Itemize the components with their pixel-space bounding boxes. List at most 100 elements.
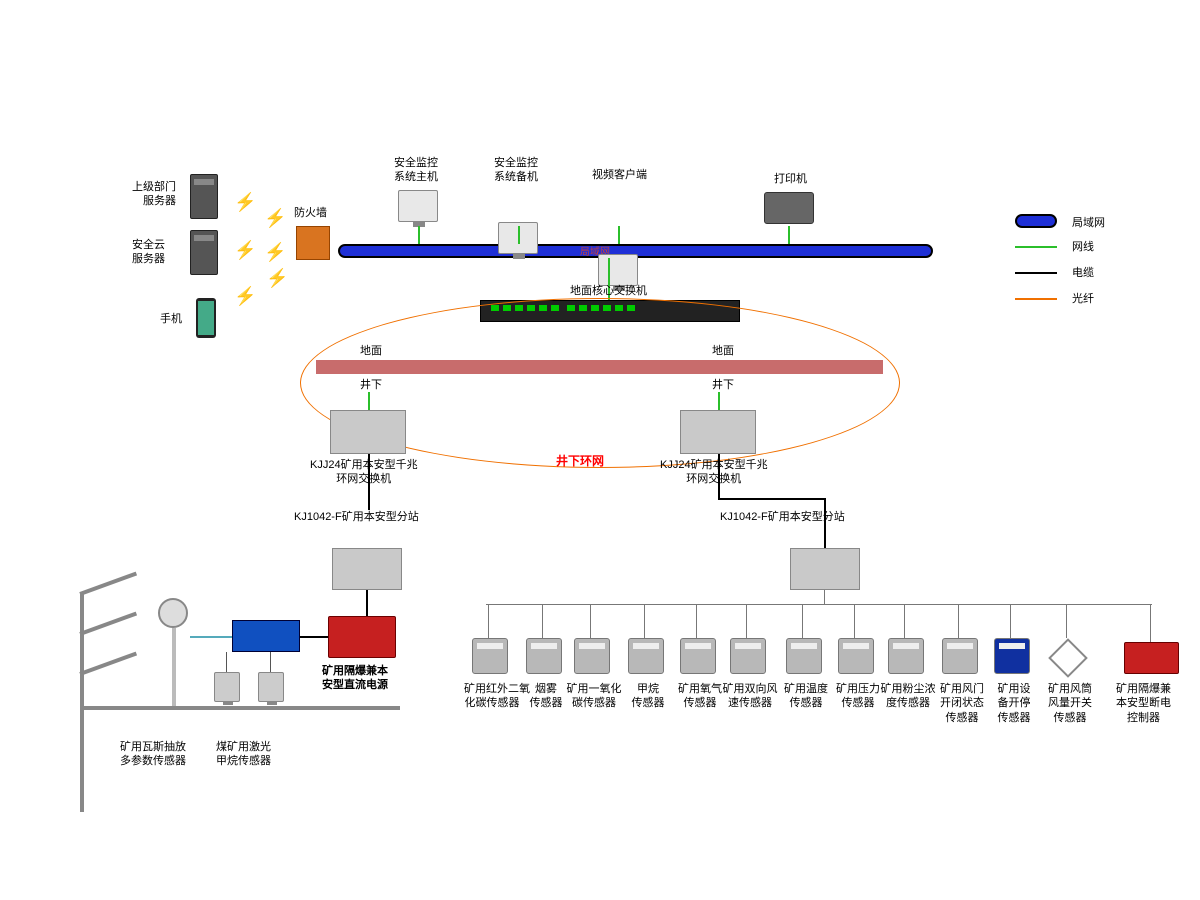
breaker-controller-label: 矿用隔爆兼 本安型断电 控制器 xyxy=(1116,682,1171,725)
sensor-s4-icon xyxy=(628,638,664,674)
cable-line xyxy=(300,636,328,638)
wire xyxy=(590,604,591,638)
net-line xyxy=(418,226,420,244)
wire xyxy=(542,604,543,638)
sensor-s11-label: 矿用设 备开停 传感器 xyxy=(986,682,1042,725)
sensor-s5-icon xyxy=(680,638,716,674)
sensor-s9-icon xyxy=(888,638,924,674)
bolt-icon: ⚡ xyxy=(234,240,256,261)
core-switch-label: 地面核心交换机 xyxy=(570,284,647,298)
under-label-l: 井下 xyxy=(360,378,382,392)
bolt-icon: ⚡ xyxy=(234,286,256,307)
sensor-s6-label: 矿用双向风 速传感器 xyxy=(722,682,778,711)
pipe xyxy=(80,592,84,812)
under-label-r: 井下 xyxy=(712,378,734,392)
legend-lan-label: 局域网 xyxy=(1072,216,1105,230)
wire xyxy=(904,604,905,638)
cable-line xyxy=(366,590,368,616)
net-line xyxy=(518,226,520,244)
sensor-s1-icon xyxy=(472,638,508,674)
legend-fiber-swatch xyxy=(1015,298,1057,300)
printer-icon xyxy=(764,192,814,224)
legend-fiber-label: 光纤 xyxy=(1072,292,1094,306)
phone-label: 手机 xyxy=(160,312,182,326)
backup-label: 安全监控 系统备机 xyxy=(494,156,538,185)
wire xyxy=(488,604,489,638)
upper-server-icon xyxy=(190,174,218,219)
legend-cable-label: 电缆 xyxy=(1072,266,1094,280)
cable-line xyxy=(718,454,720,498)
wire xyxy=(696,604,697,638)
ring-net-label: 井下环网 xyxy=(556,454,604,470)
sensor-s9-label: 矿用粉尘浓 度传感器 xyxy=(880,682,936,711)
pipe xyxy=(80,706,400,710)
legend-cable-swatch xyxy=(1015,272,1057,274)
sensor-s7-label: 矿用温度 传感器 xyxy=(778,682,834,711)
sensor-s10-label: 矿用风门 开闭状态 传感器 xyxy=(934,682,990,725)
wire xyxy=(644,604,645,638)
ring-switch-left-icon xyxy=(330,410,406,454)
laser-ch4-label: 煤矿用激光 甲烷传感器 xyxy=(216,740,271,769)
surface-label-r: 地面 xyxy=(712,344,734,358)
firewall-label: 防火墙 xyxy=(294,206,327,220)
sensor-s5-label: 矿用氧气 传感器 xyxy=(672,682,728,711)
cable-line xyxy=(270,652,271,672)
cable-line xyxy=(226,652,227,672)
laser-ch4-b-icon xyxy=(258,672,284,702)
gas-extract-label: 矿用瓦斯抽放 多参数传感器 xyxy=(120,740,186,769)
sensor-s12-label: 矿用风筒 风量开关 传感器 xyxy=(1042,682,1098,725)
printer-label: 打印机 xyxy=(774,172,807,186)
ring-switch-right-label: KJJ24矿用本安型千兆 环网交换机 xyxy=(660,458,768,487)
bolt-icon: ⚡ xyxy=(264,208,286,229)
wire xyxy=(854,604,855,638)
sensor-s11-icon xyxy=(994,638,1030,674)
wire xyxy=(1150,604,1151,642)
host-label: 安全监控 系统主机 xyxy=(394,156,438,185)
cable-line xyxy=(368,454,370,510)
wire xyxy=(824,590,825,604)
gas-extractor-icon xyxy=(158,598,188,628)
laser-ch4-a-icon xyxy=(214,672,240,702)
wire xyxy=(1066,604,1067,638)
host-icon xyxy=(398,190,438,222)
bolt-icon: ⚡ xyxy=(234,192,256,213)
legend-lan-swatch xyxy=(1015,214,1057,228)
video-icon xyxy=(598,254,638,286)
upper-server-label: 上级部门 服务器 xyxy=(132,180,176,209)
sensor-s1-label: 矿用红外二氧 化碳传感器 xyxy=(464,682,520,711)
firewall-icon xyxy=(296,226,330,260)
pipe xyxy=(79,612,137,636)
sensor-s3-icon xyxy=(574,638,610,674)
surface-label-l: 地面 xyxy=(360,344,382,358)
sensor-s8-icon xyxy=(838,638,874,674)
net-line xyxy=(788,226,790,244)
legend-net-label: 网线 xyxy=(1072,240,1094,254)
wire xyxy=(746,604,747,638)
wire xyxy=(486,604,1152,605)
ring-switch-left-label: KJJ24矿用本安型千兆 环网交换机 xyxy=(310,458,418,487)
substation-right-icon xyxy=(790,548,860,590)
net-line xyxy=(368,392,370,410)
substation-left-icon xyxy=(332,548,402,590)
legend-net-swatch xyxy=(1015,246,1057,248)
cable-line xyxy=(190,636,232,638)
sensor-s8-label: 矿用压力 传感器 xyxy=(830,682,886,711)
boundary-bar xyxy=(316,360,883,374)
sensor-s4-label: 甲烷 传感器 xyxy=(620,682,676,711)
sensor-s12-icon xyxy=(1048,638,1088,678)
pipe-line xyxy=(172,628,176,706)
sensor-s7-icon xyxy=(786,638,822,674)
cloud-server-icon xyxy=(190,230,218,275)
bolt-icon: ⚡ xyxy=(266,268,288,289)
cable-line xyxy=(718,498,826,500)
substation-right-label: KJ1042-F矿用本安型分站 xyxy=(720,510,845,524)
substation-left-label: KJ1042-F矿用本安型分站 xyxy=(294,510,419,524)
breaker-controller-icon xyxy=(1124,642,1179,674)
sensor-s2-icon xyxy=(526,638,562,674)
video-label: 视频客户端 xyxy=(592,168,647,182)
cloud-server-label: 安全云 服务器 xyxy=(132,238,165,267)
net-line xyxy=(618,226,620,244)
sensor-s10-icon xyxy=(942,638,978,674)
pipe xyxy=(79,572,137,596)
wire xyxy=(958,604,959,638)
